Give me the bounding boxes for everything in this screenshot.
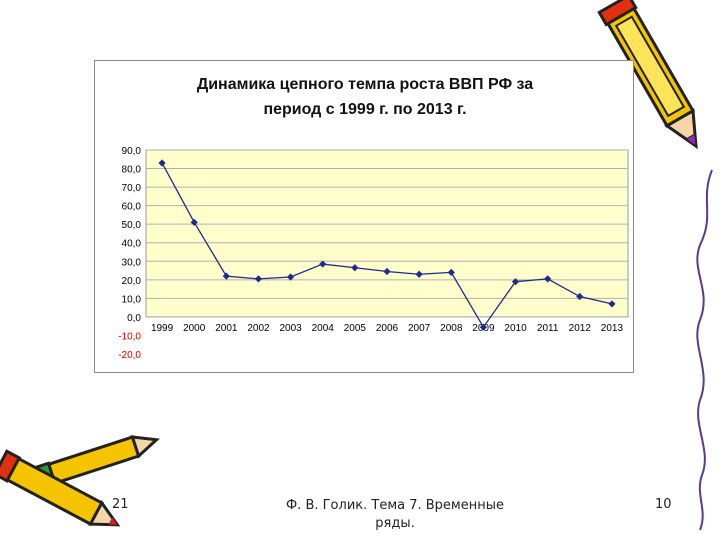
y-tick-label: 40,0 (122, 239, 142, 250)
x-tick-label: 2003 (279, 323, 302, 334)
scribble-line (696, 169, 713, 531)
slide-caption: Ф. В. Голик. Тема 7. Временные ряды. (285, 498, 504, 531)
data-point (190, 218, 198, 226)
y-tick-label: -10,0 (118, 331, 141, 342)
y-tick-label: -20,0 (118, 350, 141, 361)
data-point (544, 275, 552, 283)
plot-background (145, 149, 629, 318)
x-tick-label: 2004 (312, 323, 335, 334)
data-point (383, 267, 391, 276)
chart-title-line-1: Динамика цепного темпа роста ВВП РФ за (197, 76, 533, 93)
data-point (319, 260, 327, 268)
chart-svg: Динамика цепного темпа роста ВВП РФ за п… (118, 76, 629, 361)
x-tick-label: 2001 (215, 323, 238, 334)
chart-title-line-2: период с 1999 г. по 2013 г. (263, 101, 466, 118)
data-point (576, 292, 584, 301)
y-tick-label: 20,0 (122, 276, 142, 287)
pencil-icon (597, 0, 698, 150)
x-tick-label: 2002 (247, 323, 270, 334)
x-tick-label: 2008 (440, 323, 463, 334)
data-point (415, 270, 423, 278)
data-point (158, 159, 166, 167)
data-point (479, 323, 487, 331)
y-tick-label: 70,0 (122, 183, 142, 194)
y-tick-label: 80,0 (122, 165, 142, 176)
y-tick-label: 30,0 (122, 257, 142, 268)
y-tick-label: 0,0 (127, 313, 141, 324)
x-tick-label: 2013 (601, 323, 624, 334)
pencil-icon (0, 449, 121, 527)
chart-frame: Динамика цепного темпа роста ВВП РФ за п… (94, 60, 634, 373)
x-tick-label: 2000 (183, 323, 206, 334)
x-tick-label: 2010 (504, 323, 527, 334)
data-point (511, 278, 520, 286)
x-tick-label: 2011 (537, 323, 559, 334)
slide-number-right: 10 (655, 497, 672, 512)
y-tick-label: 50,0 (122, 220, 142, 231)
x-tick-label: 2012 (569, 323, 592, 334)
x-tick-label: 1999 (151, 323, 174, 334)
x-tick-label: 2007 (408, 323, 431, 334)
slide-number-left: 21 (112, 497, 129, 512)
plot-area: -20,0 -10,0 0,0 10,0 20,0 30,0 40,0 50,0 60,0 70,… (118, 146, 629, 361)
x-tick-label: 2005 (344, 323, 367, 334)
y-tick-label: 90,0 (122, 146, 142, 157)
y-tick-label: 60,0 (122, 202, 142, 213)
y-tick-label: 10,0 (122, 294, 142, 305)
data-point (351, 264, 359, 272)
x-tick-label: 2006 (376, 323, 399, 334)
